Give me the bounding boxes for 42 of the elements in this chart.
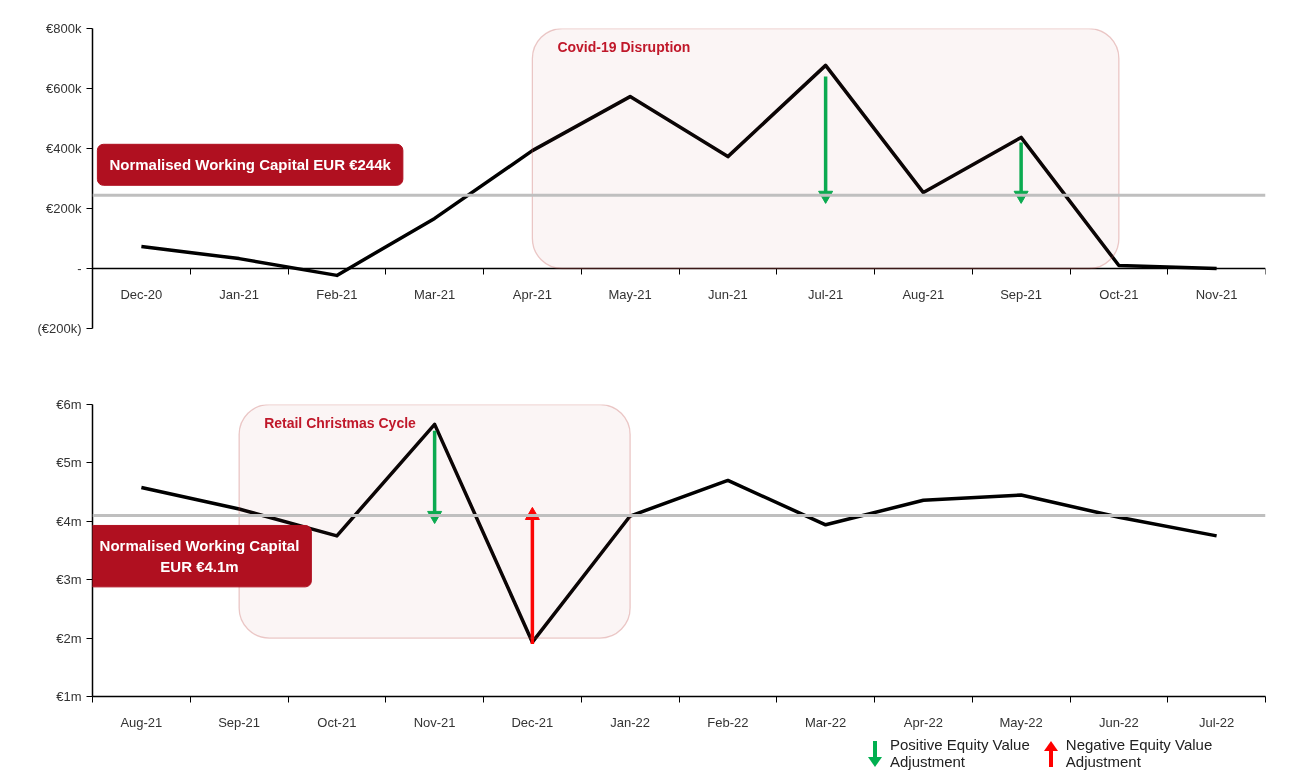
x-tick-label: Jul-21 [807, 286, 844, 302]
y-tick-label: €600k [46, 81, 82, 96]
y-tick-label: €800k [46, 21, 82, 36]
x-tick-label: May-21 [608, 286, 652, 302]
x-tick-label: Sep-21 [218, 714, 261, 730]
x-tick-label: Nov-21 [1195, 286, 1238, 302]
x-tick-label: Jun-22 [1099, 714, 1139, 730]
y-tick-label: €4m [56, 513, 82, 529]
y-tick-label: (€200k) [37, 321, 82, 336]
x-tick-label: Feb-21 [316, 286, 358, 302]
text: Negative Equity Value Adjustment [1065, 736, 1213, 770]
x-tick-label: Mar-22 [805, 714, 847, 730]
text: Positive Equity Value Adjustment [890, 736, 1030, 770]
band-label: Covid-19 Disruption [557, 38, 691, 55]
x-tick-label: Jun-21 [708, 286, 748, 302]
ref-line-label: Normalised Working Capital EUR €4.1m [99, 537, 300, 575]
x-tick-label: Oct-21 [317, 714, 357, 730]
y-tick-label: - [77, 261, 82, 276]
y-tick-label: €200k [46, 201, 82, 216]
band-label: Retail Christmas Cycle [264, 414, 417, 431]
y-tick-label: €1m [56, 689, 82, 704]
ref-line-label: Normalised Working Capital EUR €244k [109, 156, 392, 174]
y-tick-label: €2m [56, 630, 82, 646]
x-tick-label: Apr-22 [903, 714, 943, 730]
y-tick-label: €3m [56, 572, 82, 588]
x-tick-label: May-22 [999, 714, 1043, 730]
x-tick-label: Sep-21 [1000, 286, 1043, 302]
y-tick-label: €400k [46, 141, 82, 156]
x-tick-label: Jul-22 [1198, 714, 1235, 730]
y-tick-label: €5m [56, 455, 82, 471]
x-tick-label: Jan-22 [610, 714, 650, 730]
x-tick-label: Dec-20 [120, 286, 163, 302]
x-tick-label: Dec-21 [511, 714, 554, 730]
x-tick-label: Aug-21 [120, 714, 163, 730]
x-tick-label: Apr-21 [512, 286, 552, 302]
x-tick-label: Jan-21 [219, 286, 259, 302]
x-tick-label: Aug-21 [902, 286, 945, 302]
x-tick-label: Feb-22 [707, 714, 749, 730]
x-tick-label: Mar-21 [414, 286, 456, 302]
y-tick-label: €6m [56, 397, 82, 412]
x-tick-label: Nov-21 [413, 714, 456, 730]
x-tick-label: Oct-21 [1099, 286, 1139, 302]
